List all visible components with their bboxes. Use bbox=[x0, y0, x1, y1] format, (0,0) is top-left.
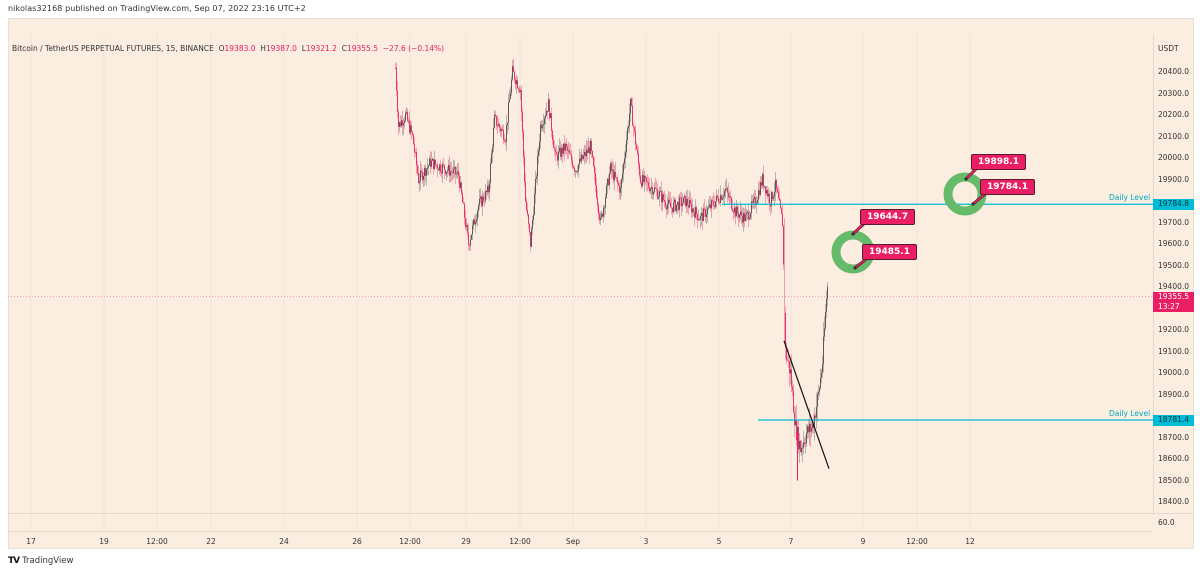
time-label: 12:00 bbox=[146, 537, 168, 546]
time-label: 5 bbox=[716, 537, 722, 546]
time-label: 12 bbox=[965, 537, 975, 546]
time-label: 24 bbox=[279, 537, 289, 546]
last-price-tag: 19355.5 13:27 bbox=[1153, 292, 1194, 312]
brand-name: TradingView bbox=[22, 556, 74, 566]
daily-level-label: Daily Level bbox=[1109, 193, 1151, 202]
price-tick: 20300.0 bbox=[1158, 88, 1190, 98]
price-callout[interactable]: 19644.7 bbox=[860, 209, 915, 225]
price-tick: 19100.0 bbox=[1158, 346, 1190, 356]
price-tick: 19200.0 bbox=[1158, 325, 1190, 334]
time-label: 12:00 bbox=[906, 537, 928, 546]
tradingview-logo-icon: TV bbox=[8, 556, 20, 566]
price-tick: 19500.0 bbox=[1158, 260, 1190, 270]
time-label: 26 bbox=[352, 537, 362, 546]
time-axis[interactable] bbox=[8, 531, 1153, 550]
time-label: 12:00 bbox=[509, 537, 531, 546]
price-callout[interactable]: 19898.1 bbox=[971, 154, 1026, 170]
change-value: −27.6 (−0.14%) bbox=[382, 44, 445, 53]
time-label: Sep bbox=[565, 537, 581, 546]
symbol-legend: Bitcoin / TetherUS PERPETUAL FUTURES, 15… bbox=[12, 44, 445, 53]
last-price: 19355.5 bbox=[1158, 292, 1190, 301]
price-tick: 18500.0 bbox=[1158, 475, 1190, 485]
time-label: 29 bbox=[461, 537, 471, 546]
time-label: 7 bbox=[788, 537, 794, 546]
price-tick: 19600.0 bbox=[1158, 239, 1190, 248]
price-callout[interactable]: 19485.1 bbox=[862, 244, 917, 260]
price-callout[interactable]: 19784.1 bbox=[980, 179, 1035, 195]
indicator-axis-tick: 60.0 bbox=[1158, 518, 1175, 527]
time-label: 3 bbox=[643, 537, 649, 546]
daily-level-label-2: Daily Level bbox=[1109, 409, 1151, 418]
time-label: 19 bbox=[99, 537, 109, 546]
daily-level-price-tag: 19784.8 bbox=[1153, 199, 1194, 210]
price-tick: 20100.0 bbox=[1158, 131, 1190, 141]
close-value: 19355.5 bbox=[346, 44, 378, 53]
bar-countdown: 13:27 bbox=[1158, 302, 1180, 311]
price-tick: 19700.0 bbox=[1158, 217, 1190, 227]
low-value: 19321.2 bbox=[305, 44, 337, 53]
price-axis[interactable] bbox=[1153, 34, 1195, 515]
tradingview-branding[interactable]: TV TradingView bbox=[8, 556, 73, 566]
price-tick: 19900.0 bbox=[1158, 174, 1190, 184]
price-tick: 18900.0 bbox=[1158, 389, 1190, 399]
chart-frame[interactable] bbox=[8, 18, 1194, 549]
publish-line: nikolas32168 published on TradingView.co… bbox=[8, 4, 306, 13]
price-tick: 19400.0 bbox=[1158, 282, 1190, 291]
time-label: 22 bbox=[206, 537, 216, 546]
symbol-name: Bitcoin / TetherUS PERPETUAL FUTURES, 15… bbox=[12, 44, 214, 53]
time-label: 9 bbox=[860, 537, 866, 546]
currency-unit: USDT bbox=[1158, 44, 1179, 53]
price-tick: 20200.0 bbox=[1158, 110, 1190, 119]
price-tick: 20000.0 bbox=[1158, 153, 1190, 162]
price-tick: 18600.0 bbox=[1158, 454, 1190, 463]
price-tick: 20400.0 bbox=[1158, 67, 1190, 76]
high-value: 19387.0 bbox=[265, 44, 297, 53]
daily-level-price-tag-2: 18781.4 bbox=[1153, 415, 1194, 426]
indicator-pane-divider bbox=[8, 513, 1194, 514]
time-label: 17 bbox=[26, 537, 36, 546]
time-label: 12:00 bbox=[399, 537, 421, 546]
price-tick: 18400.0 bbox=[1158, 497, 1190, 506]
price-tick: 18700.0 bbox=[1158, 432, 1190, 442]
price-tick: 19000.0 bbox=[1158, 368, 1190, 377]
open-value: 19383.0 bbox=[224, 44, 256, 53]
